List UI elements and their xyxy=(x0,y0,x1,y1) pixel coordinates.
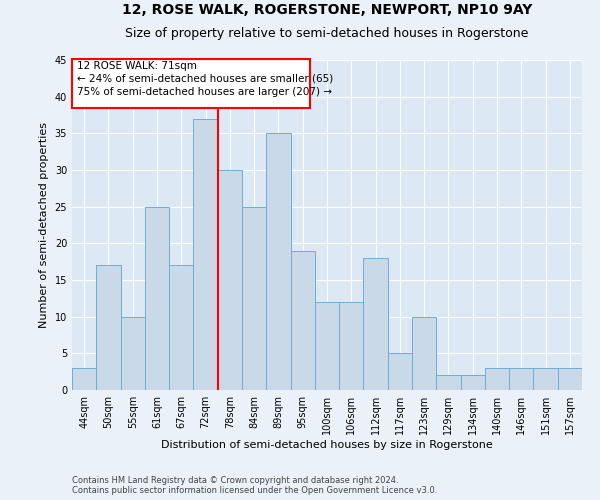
Bar xyxy=(436,376,461,390)
Text: 12 ROSE WALK: 71sqm: 12 ROSE WALK: 71sqm xyxy=(77,60,197,70)
Bar xyxy=(290,250,315,390)
Y-axis label: Number of semi-detached properties: Number of semi-detached properties xyxy=(39,122,49,328)
Bar xyxy=(169,266,193,390)
Bar xyxy=(339,302,364,390)
Text: Contains HM Land Registry data © Crown copyright and database right 2024.
Contai: Contains HM Land Registry data © Crown c… xyxy=(72,476,437,495)
Bar xyxy=(266,134,290,390)
Bar xyxy=(72,368,96,390)
Bar xyxy=(364,258,388,390)
Bar xyxy=(461,376,485,390)
Bar xyxy=(193,118,218,390)
X-axis label: Distribution of semi-detached houses by size in Rogerstone: Distribution of semi-detached houses by … xyxy=(161,440,493,450)
Bar xyxy=(218,170,242,390)
Bar xyxy=(242,206,266,390)
Bar xyxy=(145,206,169,390)
Text: 75% of semi-detached houses are larger (207) →: 75% of semi-detached houses are larger (… xyxy=(77,87,332,97)
Bar xyxy=(485,368,509,390)
Bar xyxy=(388,354,412,390)
Text: 12, ROSE WALK, ROGERSTONE, NEWPORT, NP10 9AY: 12, ROSE WALK, ROGERSTONE, NEWPORT, NP10… xyxy=(122,3,532,17)
Bar xyxy=(315,302,339,390)
Text: ← 24% of semi-detached houses are smaller (65): ← 24% of semi-detached houses are smalle… xyxy=(77,74,333,84)
FancyBboxPatch shape xyxy=(72,58,310,108)
Bar xyxy=(558,368,582,390)
Bar xyxy=(412,316,436,390)
Bar xyxy=(121,316,145,390)
Bar xyxy=(96,266,121,390)
Text: Size of property relative to semi-detached houses in Rogerstone: Size of property relative to semi-detach… xyxy=(125,27,529,40)
Bar xyxy=(509,368,533,390)
Bar xyxy=(533,368,558,390)
